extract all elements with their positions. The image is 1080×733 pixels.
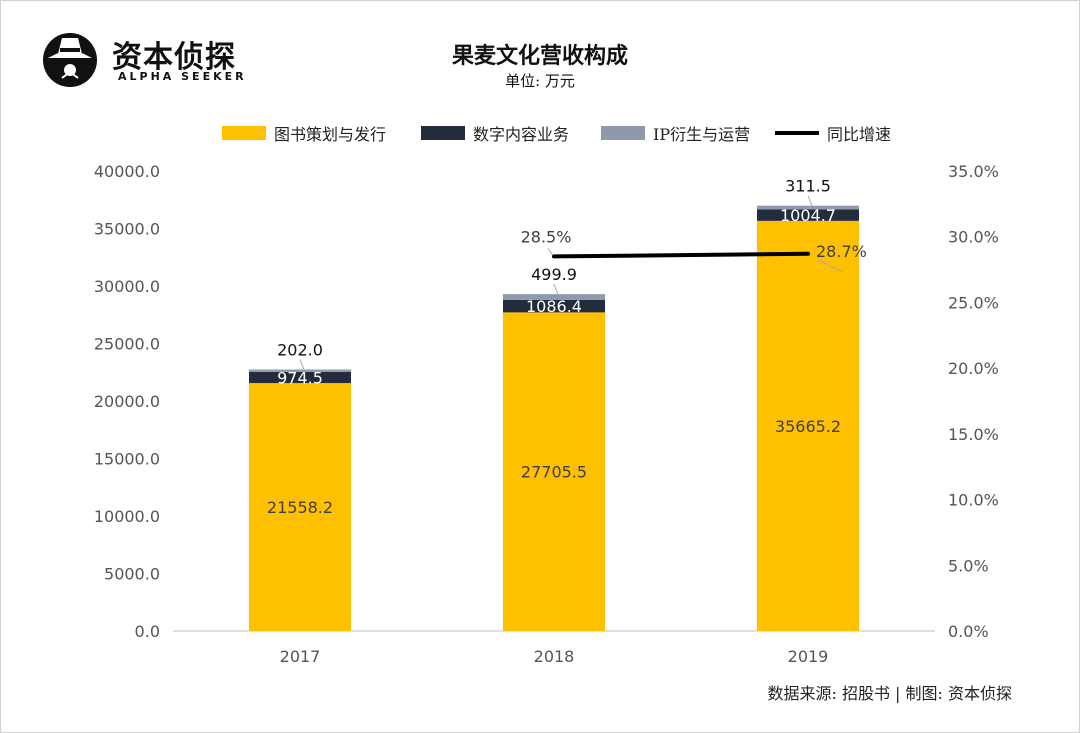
y-left-tick-label: 35000.0 bbox=[94, 220, 160, 239]
bar-segment-ip bbox=[249, 369, 351, 372]
bar-segment-books bbox=[249, 383, 351, 631]
legend-swatch bbox=[601, 126, 645, 140]
growth-label: 28.5% bbox=[521, 227, 572, 246]
data-label-ip: 499.9 bbox=[531, 265, 577, 284]
y-right-tick-label: 35.0% bbox=[948, 162, 999, 181]
y-right-tick-label: 5.0% bbox=[948, 556, 989, 575]
y-right-tick-label: 25.0% bbox=[948, 293, 999, 312]
leader-line bbox=[807, 195, 813, 206]
brand-name: 资本侦探 bbox=[112, 40, 236, 75]
data-label-digital: 1086.4 bbox=[526, 297, 582, 316]
bar-segment-ip bbox=[503, 294, 605, 300]
data-label-books: 27705.5 bbox=[521, 463, 587, 482]
x-tick-label: 2017 bbox=[280, 647, 321, 666]
brand-logo: 资本侦探 ALPHA SEEKER bbox=[40, 28, 270, 88]
chart-title: 果麦文化营收构成 bbox=[451, 43, 628, 69]
chart-unit: 单位: 万元 bbox=[505, 72, 575, 90]
y-right-tick-label: 10.0% bbox=[948, 491, 999, 510]
y-left-tick-label: 15000.0 bbox=[94, 450, 160, 469]
data-label-digital: 974.5 bbox=[277, 368, 323, 387]
y-right-tick-label: 0.0% bbox=[948, 622, 989, 641]
legend-swatch bbox=[222, 126, 266, 140]
growth-line bbox=[552, 251, 810, 259]
data-source: 数据来源: 招股书 | 制图: 资本侦探 bbox=[767, 684, 1012, 703]
growth-leader bbox=[817, 259, 843, 273]
bar-segment-digital bbox=[757, 209, 859, 221]
leader-line bbox=[553, 283, 559, 295]
bar-segment-digital bbox=[503, 299, 605, 313]
y-left-tick-label: 5000.0 bbox=[104, 565, 160, 584]
data-label-ip: 202.0 bbox=[277, 341, 323, 360]
y-right-tick-label: 30.0% bbox=[948, 228, 999, 247]
growth-label: 28.7% bbox=[816, 242, 867, 261]
legend-label: 图书策划与发行 bbox=[274, 125, 386, 144]
data-label-digital: 1004.7 bbox=[780, 206, 836, 225]
y-left-tick-label: 0.0 bbox=[135, 622, 160, 641]
data-label-books: 35665.2 bbox=[775, 417, 841, 436]
x-tick-label: 2019 bbox=[788, 647, 829, 666]
bar-segment-digital bbox=[249, 371, 351, 384]
y-left-tick-label: 25000.0 bbox=[94, 335, 160, 354]
legend-label: 数字内容业务 bbox=[473, 125, 569, 144]
brand-tagline: ALPHA SEEKER bbox=[118, 70, 247, 83]
detective-icon bbox=[43, 33, 97, 87]
bar-segment-books bbox=[757, 220, 859, 631]
legend-label: 同比增速 bbox=[827, 125, 891, 144]
x-tick-label: 2018 bbox=[534, 647, 575, 666]
legend-swatch bbox=[421, 126, 465, 140]
data-label-books: 21558.2 bbox=[267, 498, 333, 517]
y-right-tick-label: 15.0% bbox=[948, 425, 999, 444]
bar-segment-books bbox=[503, 312, 605, 631]
legend-label: IP衍生与运营 bbox=[653, 125, 750, 144]
bar-segment-ip bbox=[757, 205, 859, 210]
y-left-tick-label: 30000.0 bbox=[94, 277, 160, 296]
y-left-tick-label: 40000.0 bbox=[94, 162, 160, 181]
y-left-tick-label: 20000.0 bbox=[94, 392, 160, 411]
leader-line bbox=[299, 359, 305, 370]
y-right-tick-label: 20.0% bbox=[948, 359, 999, 378]
growth-leader bbox=[547, 248, 553, 255]
y-left-tick-label: 10000.0 bbox=[94, 507, 160, 526]
data-label-ip: 311.5 bbox=[785, 177, 831, 196]
